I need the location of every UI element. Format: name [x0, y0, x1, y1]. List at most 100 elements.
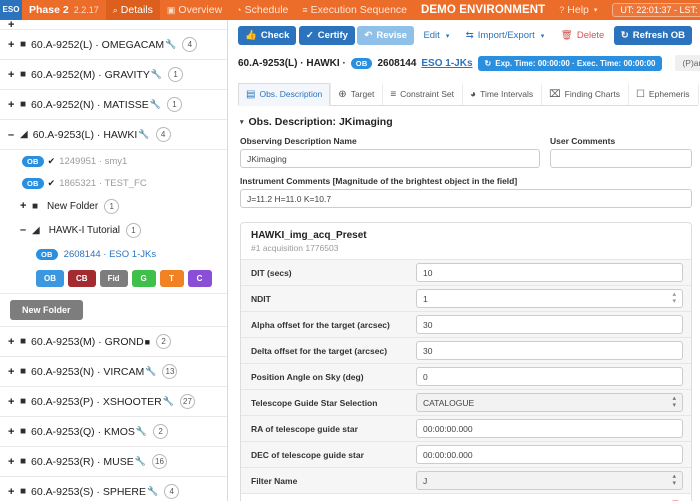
tab-ephemeris[interactable]: ☐ Ephemeris	[627, 83, 698, 106]
instrument-comments-input[interactable]: J=11.2 H=11.0 K=10.7	[240, 189, 692, 209]
help-label: Help	[567, 4, 589, 16]
tree-row-grond[interactable]: + ■ 60.A-9253(M) · GROND ■ 2	[0, 327, 227, 357]
tree-row-partial-top[interactable]: +	[0, 20, 227, 30]
expand-toggle-icon[interactable]: +	[8, 425, 15, 438]
folder-icon: ■	[32, 200, 39, 212]
undo-arrow-icon: ↶	[364, 30, 373, 41]
new-folder-button[interactable]: New Folder	[10, 300, 83, 320]
filter-name-select[interactable]: J ▴ ▾	[416, 471, 683, 491]
obs-description-header[interactable]: ▾ Obs. Description: JKimaging	[240, 116, 692, 128]
ob-badge: OB	[36, 248, 58, 260]
certify-button[interactable]: ✓ Certify	[298, 26, 355, 45]
field-label: NDIT	[251, 293, 271, 304]
import-export-menu-button[interactable]: ⇆ Import/Export ▾	[459, 26, 552, 45]
folder-icon: ■	[20, 396, 27, 407]
tree-ob-item[interactable]: OB ✔ 1865321 · TEST_FC	[0, 172, 227, 194]
ob-number: 2608144	[377, 57, 417, 69]
tree-row-xshooter[interactable]: + ■ 60.A-9253(P) · XSHOOTER 🔧 27	[0, 387, 227, 417]
tab-target-visibility[interactable]: ↗ Target Visibility	[697, 83, 700, 106]
field-label: Telescope Guide Star Selection	[251, 397, 378, 408]
folder-icon: ■	[20, 456, 27, 467]
nav-item-schedule[interactable]: ◔ Schedule	[229, 0, 295, 20]
nav-item-details[interactable]: ⌕ Details	[105, 0, 160, 20]
tree-ob-item[interactable]: OB ✔ 1249951 · smy1	[0, 150, 227, 172]
tree-row-matisse[interactable]: + ■ 60.A-9252(N) · MATISSE 🔧 1	[0, 90, 227, 120]
tree-row-vircam[interactable]: + ■ 60.A-9253(N) · VIRCAM 🔧 13	[0, 357, 227, 387]
tab-finding-charts[interactable]: ⌧ Finding Charts	[541, 83, 628, 106]
expand-toggle-icon[interactable]: +	[8, 68, 15, 81]
collapse-toggle-icon[interactable]: –	[8, 128, 15, 141]
expand-toggle-icon[interactable]: +	[8, 365, 15, 378]
ob-badge: OB	[350, 57, 373, 69]
expand-toggle-icon[interactable]: +	[8, 98, 15, 111]
tree-row-hawki[interactable]: – ◢ 60.A-9253(L) · HAWKI 🔧 4	[0, 120, 227, 150]
tree-row-sphere[interactable]: + ■ 60.A-9253(S) · SPHERE 🔧 4	[0, 477, 227, 501]
tree-row-gravity[interactable]: + ■ 60.A-9252(M) · GRAVITY 🔧 1	[0, 60, 227, 90]
create-cb-button[interactable]: CB	[68, 270, 96, 287]
expand-toggle-icon[interactable]: +	[20, 200, 27, 212]
tree-row-muse[interactable]: + ■ 60.A-9253(R) · MUSE 🔧 16	[0, 447, 227, 477]
alpha-offset-input[interactable]: 30	[416, 315, 683, 335]
tree-ob-item-selected[interactable]: OB 2608144 · ESO 1-JKs	[0, 242, 227, 266]
create-c-button[interactable]: C	[187, 270, 212, 287]
check-button[interactable]: 👍 Check	[238, 26, 297, 45]
field-row-alpha-offset: Alpha offset for the target (arcsec) 30	[241, 311, 691, 338]
delta-offset-input[interactable]: 30	[416, 341, 683, 361]
top-navigation-bar: ESO Phase 2 2.2.17 ⌕ Details ▣ Overview …	[0, 0, 700, 20]
tree-row-omegacam[interactable]: + ■ 60.A-9252(L) · OMEGACAM 🔧 4	[0, 30, 227, 60]
nav-item-execution-sequence[interactable]: ≡ Execution Sequence	[295, 0, 414, 20]
delete-button[interactable]: 🗑 Delete	[554, 26, 612, 45]
refresh-ob-label: Refresh OB	[632, 30, 686, 41]
nav-item-overview[interactable]: ▣ Overview	[160, 0, 229, 20]
create-ob-button[interactable]: OB	[36, 270, 64, 287]
exposure-time-badge[interactable]: ↻ Exp. Time: 00:00:00 · Exec. Time: 00:0…	[477, 55, 663, 71]
create-t-button[interactable]: T	[159, 270, 184, 287]
tree-row-kmos[interactable]: + ■ 60.A-9253(Q) · KMOS 🔧 2	[0, 417, 227, 447]
obs-description-title: Obs. Description: JKimaging	[248, 116, 393, 129]
ob-name-link[interactable]: ESO 1-JKs	[421, 57, 473, 69]
run-title: 60.A-9253(L) · HAWKI ·	[238, 57, 346, 69]
user-comments-input[interactable]	[550, 149, 692, 169]
expand-toggle-icon[interactable]: +	[8, 395, 15, 408]
expand-toggle-icon[interactable]: +	[8, 20, 15, 30]
certify-button-label: Certify	[317, 30, 348, 41]
collapse-toggle-icon[interactable]: –	[20, 224, 27, 236]
refresh-ob-button[interactable]: ↻ Refresh OB	[613, 26, 693, 45]
expand-toggle-icon[interactable]: +	[8, 485, 15, 498]
tab-obs-description[interactable]: ▤ Obs. Description	[238, 83, 331, 107]
tab-time-intervals[interactable]: ◕ Time Intervals	[462, 83, 541, 106]
obs-description-section: ▾ Obs. Description: JKimaging Observing …	[228, 106, 700, 209]
revise-button[interactable]: ↶ Revise	[357, 26, 414, 45]
observing-description-name-input[interactable]: JKimaging	[240, 149, 540, 169]
field-label: DIT (secs)	[251, 267, 292, 278]
nav-item-help[interactable]: ? Help ▾	[552, 0, 604, 20]
guide-star-selection-select[interactable]: CATALOGUE ▴ ▾	[416, 393, 683, 413]
ra-guide-star-input[interactable]: 00:00:00.000	[416, 419, 683, 439]
field-row-ra-guide-star: RA of telescope guide star 00:00:00.000	[241, 415, 691, 442]
dit-input[interactable]: 10	[416, 263, 683, 283]
chevron-down-icon: ▾	[593, 7, 598, 14]
exposure-time-text: Exp. Time: 00:00:00 · Exec. Time: 00:00:…	[495, 58, 656, 68]
create-fid-button[interactable]: Fid	[99, 270, 128, 287]
filter-name-value: J	[423, 475, 428, 486]
tab-constraint-set[interactable]: ≡ Constraint Set	[382, 83, 462, 106]
expand-toggle-icon[interactable]: +	[8, 455, 15, 468]
expand-toggle-icon[interactable]: +	[8, 335, 15, 348]
expand-toggle-icon[interactable]: +	[8, 38, 15, 51]
wrench-icon: 🔧	[165, 39, 177, 49]
tab-target[interactable]: ⊕ Target	[330, 83, 382, 106]
folder-icon: ■	[20, 39, 27, 50]
check-icon: ✓	[305, 30, 314, 41]
spinner-arrows-icon[interactable]: ▴ ▾	[672, 291, 676, 305]
project-tree-panel[interactable]: + + ■ 60.A-9252(L) · OMEGACAM 🔧 4 + ■ 60…	[0, 20, 228, 501]
dec-guide-star-input[interactable]: 00:00:00.000	[416, 445, 683, 465]
tree-row-hawki-tutorial[interactable]: – ◢ HAWK-I Tutorial 1	[0, 218, 227, 242]
tree-label: New Folder	[47, 200, 99, 212]
ndit-stepper[interactable]: 1 ▴ ▾	[416, 289, 683, 309]
eso-logo[interactable]: ESO	[0, 0, 22, 20]
position-angle-input[interactable]: 0	[416, 367, 683, 387]
edit-menu-button[interactable]: Edit ▾	[416, 26, 456, 45]
tree-row-new-folder[interactable]: + ■ New Folder 1	[0, 194, 227, 218]
create-g-button[interactable]: G	[131, 270, 156, 287]
wrench-icon: 🔧	[147, 486, 159, 496]
